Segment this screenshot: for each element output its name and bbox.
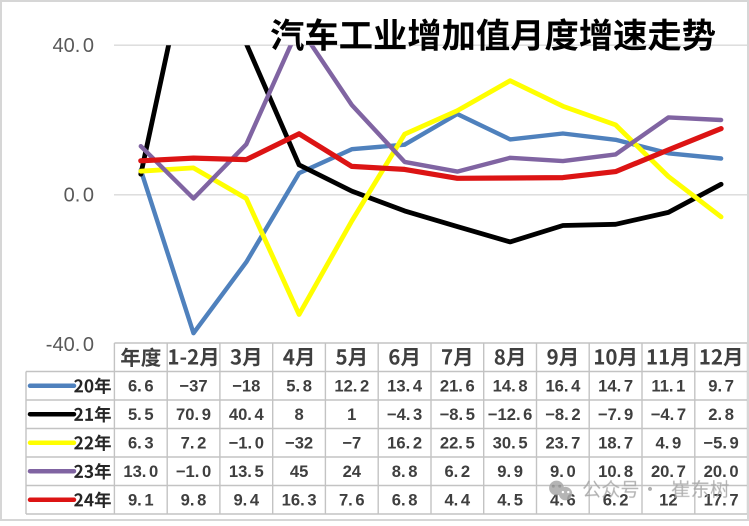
svg-text:−12.6: −12. 6 <box>488 405 533 424</box>
svg-text:4.4: 4. 4 <box>444 491 470 510</box>
svg-text:9.0: 9. 0 <box>550 462 576 481</box>
svg-text:17.7: 17. 7 <box>704 491 739 510</box>
svg-text:6.6: 6. 6 <box>128 377 154 396</box>
svg-text:12.2: 12. 2 <box>334 377 369 396</box>
svg-text:23.7: 23. 7 <box>545 434 580 453</box>
svg-text:−7: −7 <box>342 434 361 453</box>
svg-text:21.6: 21. 6 <box>440 377 475 396</box>
svg-text:2.8: 2. 8 <box>708 405 734 424</box>
svg-text:40.4: 40. 4 <box>229 405 265 424</box>
svg-text:−18: −18 <box>232 377 260 396</box>
svg-text:9.8: 9. 8 <box>181 491 207 510</box>
svg-text:10.8: 10. 8 <box>598 462 633 481</box>
svg-text:8: 8 <box>294 405 303 424</box>
svg-text:−8.5: −8. 5 <box>440 405 475 424</box>
svg-text:45: 45 <box>290 462 308 481</box>
svg-text:0.0: 0. 0 <box>64 184 94 206</box>
svg-text:20.0: 20. 0 <box>704 462 739 481</box>
svg-text:6.2: 6. 2 <box>603 491 629 510</box>
svg-text:9.4: 9. 4 <box>233 491 259 510</box>
svg-text:16.3: 16. 3 <box>282 491 317 510</box>
svg-text:−8.2: −8. 2 <box>545 405 580 424</box>
svg-text:4.5: 4. 5 <box>497 491 523 510</box>
svg-text:7.2: 7. 2 <box>181 434 207 453</box>
svg-text:8.8: 8. 8 <box>392 462 418 481</box>
svg-text:14.8: 14. 8 <box>493 377 528 396</box>
svg-text:−1.0: −1. 0 <box>176 462 211 481</box>
svg-text:13.0: 13. 0 <box>123 462 158 481</box>
svg-text:11.1: 11. 1 <box>651 377 685 396</box>
svg-text:12: 12 <box>659 491 677 510</box>
svg-text:40.0: 40. 0 <box>52 35 94 57</box>
svg-text:9.9: 9. 9 <box>497 462 523 481</box>
svg-text:16.2: 16. 2 <box>387 434 422 453</box>
svg-text:18.7: 18. 7 <box>598 434 633 453</box>
svg-text:6.2: 6. 2 <box>444 462 470 481</box>
svg-text:−37: −37 <box>179 377 207 396</box>
svg-text:20.7: 20. 7 <box>651 462 686 481</box>
svg-text:5.5: 5. 5 <box>128 405 154 424</box>
svg-text:5.8: 5. 8 <box>286 377 312 396</box>
svg-text:−1.0: −1. 0 <box>229 434 264 453</box>
svg-text:9.7: 9. 7 <box>708 377 734 396</box>
svg-text:−5.9: −5. 9 <box>703 434 738 453</box>
svg-text:30.5: 30. 5 <box>493 434 528 453</box>
svg-text:1: 1 <box>347 405 356 424</box>
svg-text:−4.3: −4. 3 <box>387 405 422 424</box>
svg-text:24: 24 <box>343 462 362 481</box>
svg-text:22.5: 22. 5 <box>440 434 475 453</box>
svg-text:−32: −32 <box>285 434 313 453</box>
svg-text:‐40.0: ‐40. 0 <box>46 334 94 356</box>
svg-text:6.3: 6. 3 <box>128 434 154 453</box>
svg-text:9.1: 9. 1 <box>128 491 154 510</box>
svg-text:13.5: 13. 5 <box>229 462 264 481</box>
svg-text:70.9: 70. 9 <box>176 405 211 424</box>
svg-text:−4.7: −4. 7 <box>651 405 686 424</box>
svg-text:−7.9: −7. 9 <box>598 405 633 424</box>
svg-text:4.9: 4. 9 <box>656 434 682 453</box>
svg-text:14.7: 14. 7 <box>598 377 633 396</box>
svg-text:6.8: 6. 8 <box>392 491 418 510</box>
svg-text:7.6: 7. 6 <box>339 491 365 510</box>
svg-text:13.4: 13. 4 <box>387 377 423 396</box>
svg-text:16.4: 16. 4 <box>545 377 581 396</box>
